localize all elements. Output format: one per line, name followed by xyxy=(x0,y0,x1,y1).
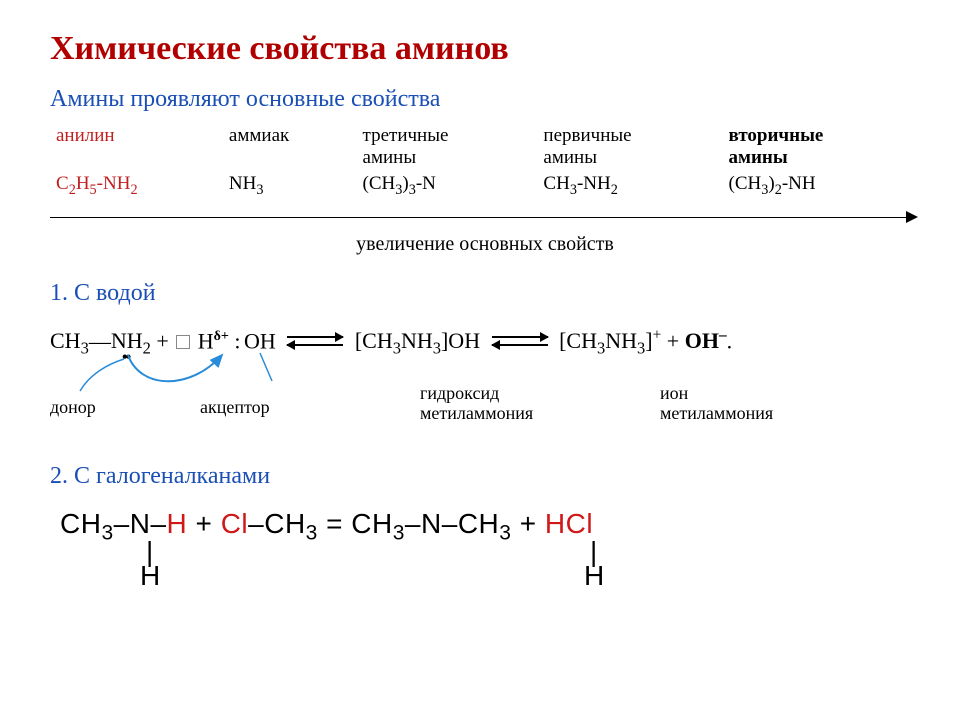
reaction-1: CH3—NH2 + Hδ+ : OH [CH3NH3]OH [CH3NH3]+ … xyxy=(50,319,920,439)
h-leaving: H xyxy=(167,508,188,539)
col-header-aniline: анилин xyxy=(50,123,223,171)
reaction-2-equation: CH3–N–H + Cl–CH3 = CH3–N–CH3 + HCl xyxy=(60,508,593,546)
period: . xyxy=(727,328,733,353)
bond-dash: – xyxy=(248,508,264,539)
cation-label: ионметиламмония xyxy=(660,383,773,424)
hydroxide-ion: OH– xyxy=(685,328,727,353)
acceptor-label: акцептор xyxy=(200,397,270,418)
plus-sign: + xyxy=(520,508,545,539)
cl-atom: Cl xyxy=(221,508,248,539)
col-header-secondary: вторичныеамины xyxy=(723,123,920,171)
ch3-right: CH3 xyxy=(264,508,318,539)
col-header-tertiary: третичныеамины xyxy=(357,123,538,171)
formula-primary: CH3-NH2 xyxy=(537,171,722,201)
arrow-head-icon xyxy=(906,211,918,223)
bond-dash: – xyxy=(150,508,166,539)
formula-ammonia: NH3 xyxy=(223,171,357,201)
col-header-primary: первичныеамины xyxy=(537,123,722,171)
bond-dash: – xyxy=(405,508,421,539)
plus-sign: + xyxy=(196,508,221,539)
table-row: анилин аммиак третичныеамины первичныеам… xyxy=(50,123,920,171)
table-row: C2H5-NH2 NH3 (CH3)3-N CH3-NH2 (CH3)2-NH xyxy=(50,171,920,201)
equals-sign: = xyxy=(326,508,351,539)
formula-tertiary: (CH3)3-N xyxy=(357,171,538,201)
arrow-line xyxy=(50,217,910,218)
h-below-1: H xyxy=(140,560,161,592)
hcl-product: HCl xyxy=(545,508,593,539)
section-1-heading: 1. С водой xyxy=(50,280,920,307)
curved-arrow-donor-icon xyxy=(50,319,310,409)
basicity-arrow xyxy=(50,207,920,231)
hydroxide-label: гидроксидметиламмония xyxy=(420,383,533,424)
equilibrium-arrow-icon xyxy=(492,332,548,350)
ch3-left: CH3 xyxy=(60,508,114,539)
formula-secondary: (CH3)2-NH xyxy=(723,171,920,201)
arrow-caption: увеличение основных свойств xyxy=(50,233,920,256)
col-header-ammonia: аммиак xyxy=(223,123,357,171)
bond-dash: – xyxy=(442,508,458,539)
slide-root: Химические свойства аминов Амины проявля… xyxy=(0,0,960,618)
methylammonium-cation: [CH3NH3]+ xyxy=(559,328,661,353)
basicity-series-table: анилин аммиак третичныеамины первичныеам… xyxy=(50,123,920,201)
slide-subtitle: Амины проявляют основные свойства xyxy=(50,86,920,113)
n-atom: N xyxy=(130,508,151,539)
methylammonium-hydroxide: [CH3NH3]OH xyxy=(355,328,480,353)
slide-title: Химические свойства аминов xyxy=(50,30,920,68)
ch3-prod-l: CH3 xyxy=(351,508,405,539)
ch3-prod-r: CH3 xyxy=(458,508,512,539)
bond-dash: – xyxy=(114,508,130,539)
formula-aniline: C2H5-NH2 xyxy=(50,171,223,201)
reaction-2: CH3–N–H + Cl–CH3 = CH3–N–CH3 + HCl | H |… xyxy=(50,508,920,598)
donor-label: донор xyxy=(50,397,96,418)
section-2-heading: 2. С галогеналканами xyxy=(50,463,920,490)
n-atom-prod: N xyxy=(421,508,442,539)
h-below-2: H xyxy=(584,560,605,592)
plus-sign: + xyxy=(667,328,685,353)
